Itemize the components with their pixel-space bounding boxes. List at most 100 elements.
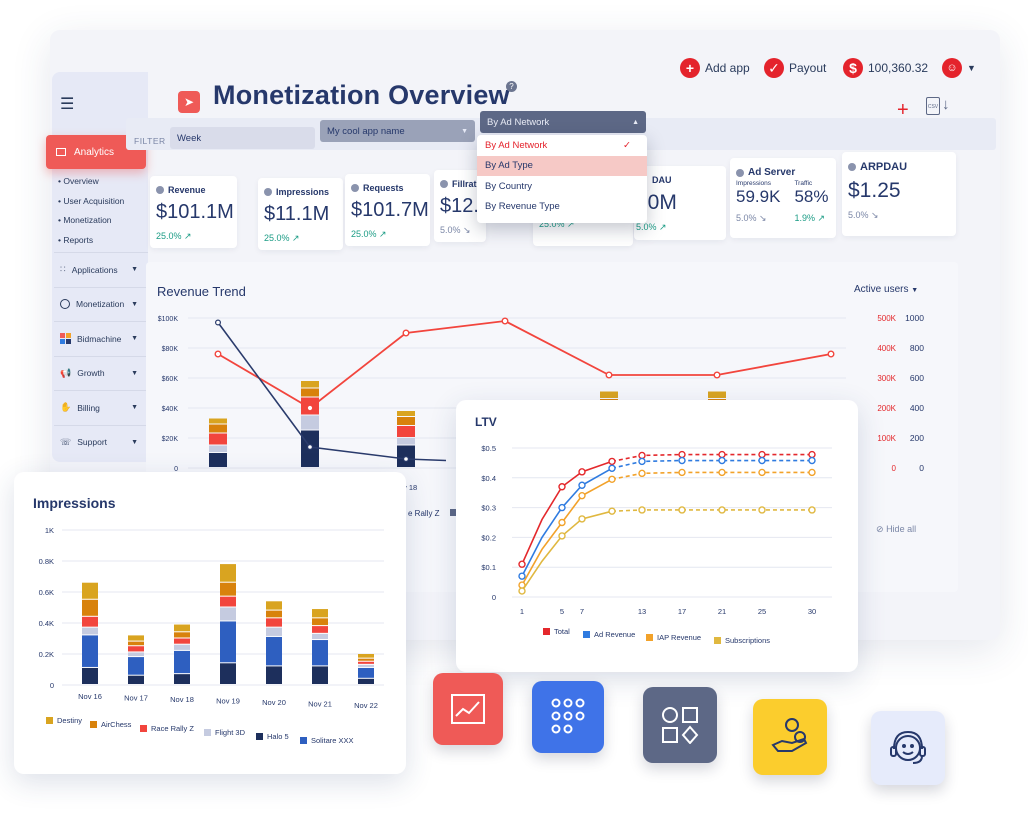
y2-tick-label: 500K bbox=[877, 314, 896, 323]
analytics-submenu: • Overview • User Acquisition • Monetiza… bbox=[58, 176, 124, 254]
sidebar-item-growth[interactable]: 📢 Growth ▼ bbox=[54, 355, 148, 391]
bar-segment bbox=[174, 650, 190, 674]
active-users-toggle[interactable]: Active users ▼ bbox=[854, 284, 919, 295]
chevron-down-icon: ▼ bbox=[131, 300, 138, 308]
legend-item[interactable]: Halo 5 bbox=[256, 732, 289, 741]
y2-tick-label: 200K bbox=[877, 404, 896, 413]
submenu-reports[interactable]: • Reports bbox=[58, 234, 94, 245]
kpi-card-revenue[interactable]: Revenue $101.1M 25.0% ↗ bbox=[150, 176, 237, 248]
csv-download-icon[interactable]: CSV bbox=[926, 97, 940, 115]
y-tick-label: 0 bbox=[492, 593, 496, 602]
kpi-sub-delta: 5.0% ↘ bbox=[736, 213, 767, 223]
legend-item[interactable]: Destiny bbox=[46, 716, 82, 725]
data-point bbox=[214, 319, 221, 326]
legend-item[interactable]: AirChess bbox=[90, 720, 131, 729]
bar-segment bbox=[312, 626, 328, 633]
bar-segment bbox=[358, 654, 374, 658]
bar-segment bbox=[82, 616, 98, 627]
page-title: Monetization Overview bbox=[213, 80, 510, 110]
y-tick-label: $0.5 bbox=[481, 444, 496, 453]
add-app-button[interactable]: + Add app bbox=[680, 58, 750, 78]
x-tick-label: Nov 19 bbox=[216, 697, 240, 706]
submenu-overview[interactable]: • Overview bbox=[58, 176, 99, 186]
y-tick-label: 1K bbox=[45, 526, 54, 535]
filter-label: FILTER bbox=[134, 136, 166, 146]
chevron-down-icon: ▼ bbox=[911, 287, 919, 294]
legend-item[interactable]: Race Rally Z bbox=[140, 724, 194, 733]
sidebar-item-applications[interactable]: ∷ Applications ▼ bbox=[54, 252, 148, 287]
hamburger-menu-icon[interactable]: ☰ bbox=[60, 96, 75, 113]
legend-item[interactable]: Total bbox=[543, 627, 570, 636]
kpi-card-requests[interactable]: Requests $101.7M 25.0% ↗ bbox=[345, 174, 430, 246]
legend-item[interactable]: Ad Revenue bbox=[583, 630, 635, 639]
download-arrow-icon[interactable]: ↓ bbox=[942, 96, 950, 113]
bar-segment bbox=[128, 635, 144, 641]
balance-display[interactable]: $ 100,360.32 bbox=[843, 58, 928, 78]
dropdown-option-ad-network[interactable]: By Ad Network ✓ bbox=[485, 139, 631, 151]
sidebar-item-support[interactable]: ☏ Support ▼ bbox=[54, 424, 148, 460]
dropdown-option-ad-type[interactable]: By Ad Type bbox=[477, 155, 647, 176]
add-app-label: Add app bbox=[705, 61, 750, 75]
y-tick-label: $0.3 bbox=[481, 504, 496, 513]
data-point bbox=[718, 468, 726, 477]
bar-segment bbox=[312, 666, 328, 684]
billing-tile[interactable] bbox=[753, 699, 827, 775]
submenu-user-acquisition[interactable]: • User Acquisition bbox=[58, 195, 125, 206]
profile-menu[interactable]: ☺ ▼ bbox=[942, 58, 976, 78]
bar-segment bbox=[82, 667, 98, 684]
data-point bbox=[718, 456, 726, 465]
app-value: My cool app name bbox=[327, 125, 405, 137]
bar-segment bbox=[312, 633, 328, 640]
info-icon bbox=[156, 186, 164, 194]
group-by-value: By Ad Network bbox=[487, 116, 550, 128]
y-tick-label: $40K bbox=[162, 406, 179, 413]
legend-item[interactable]: Flight 3D bbox=[204, 728, 245, 737]
x-tick-label: 30 bbox=[808, 607, 816, 616]
analytics-tile[interactable] bbox=[433, 673, 503, 745]
kpi-card-ad-server[interactable]: Ad Server Impressions 59.9K 5.0% ↘ Traff… bbox=[730, 158, 836, 238]
bar-segment bbox=[397, 411, 415, 416]
dropdown-option-country[interactable]: By Country bbox=[485, 180, 532, 192]
revenue-trend-legend-fragment: e Rally Z bbox=[408, 509, 457, 518]
sidebar-item-label: Applications bbox=[71, 264, 118, 275]
legend-swatch bbox=[449, 509, 457, 516]
support-tile[interactable] bbox=[871, 711, 945, 785]
add-filter-button[interactable]: + bbox=[897, 99, 909, 121]
help-icon[interactable]: ? bbox=[506, 81, 517, 92]
y-tick-label: $100K bbox=[158, 316, 179, 323]
hide-all-button[interactable]: ⊘ Hide all bbox=[876, 524, 917, 534]
grid-icon bbox=[551, 698, 585, 734]
kpi-title: Requests bbox=[351, 183, 424, 193]
kpi-card-arpdau[interactable]: ARPDAU $1.25 5.0% ↘ bbox=[842, 152, 956, 236]
kpi-card-impressions[interactable]: Impressions $11.1M 25.0% ↗ bbox=[258, 178, 343, 250]
payout-button[interactable]: ✓ Payout bbox=[764, 58, 826, 78]
kpi-card-dau[interactable]: DAU 00M 5.0% ↗ bbox=[634, 166, 726, 240]
submenu-monetization[interactable]: • Monetization bbox=[58, 215, 112, 225]
sidebar-item-bidmachine[interactable]: Bidmachine ▼ bbox=[54, 321, 148, 356]
period-select[interactable]: Week bbox=[170, 127, 315, 149]
grid-icon: ∷ bbox=[60, 264, 66, 275]
kpi-value: 00M bbox=[636, 191, 677, 214]
dropdown-option-revenue-type[interactable]: By Revenue Type bbox=[485, 201, 560, 213]
bar-segment bbox=[312, 640, 328, 666]
group-by-select[interactable]: By Ad Network ▲ bbox=[480, 111, 646, 133]
sidebar-item-label: Billing bbox=[77, 402, 100, 413]
shapes-tile[interactable] bbox=[643, 687, 717, 763]
kpi-delta: 25.0% ↗ bbox=[264, 233, 300, 243]
legend-item[interactable]: IAP Revenue bbox=[646, 633, 701, 642]
app-select[interactable]: My cool app name ▼ bbox=[320, 120, 475, 142]
kpi-delta: 5.0% ↘ bbox=[848, 210, 879, 220]
kpi-value: $1.25 bbox=[848, 179, 901, 202]
legend-item[interactable]: Solitare XXX bbox=[300, 736, 354, 745]
legend-item[interactable]: Subscriptions bbox=[714, 636, 770, 645]
bar-segment bbox=[174, 632, 190, 638]
data-point bbox=[558, 483, 566, 491]
legend-label: IAP Revenue bbox=[657, 633, 702, 642]
bar-segment bbox=[82, 582, 98, 599]
sidebar-item-monetization[interactable]: Monetization ▼ bbox=[54, 286, 148, 322]
y-tick-label: 0.6K bbox=[39, 588, 54, 597]
apps-tile[interactable] bbox=[532, 681, 604, 753]
check-icon: ✓ bbox=[764, 58, 784, 78]
data-point bbox=[578, 481, 586, 489]
sidebar-item-billing[interactable]: ✋ Billing ▼ bbox=[54, 390, 148, 425]
